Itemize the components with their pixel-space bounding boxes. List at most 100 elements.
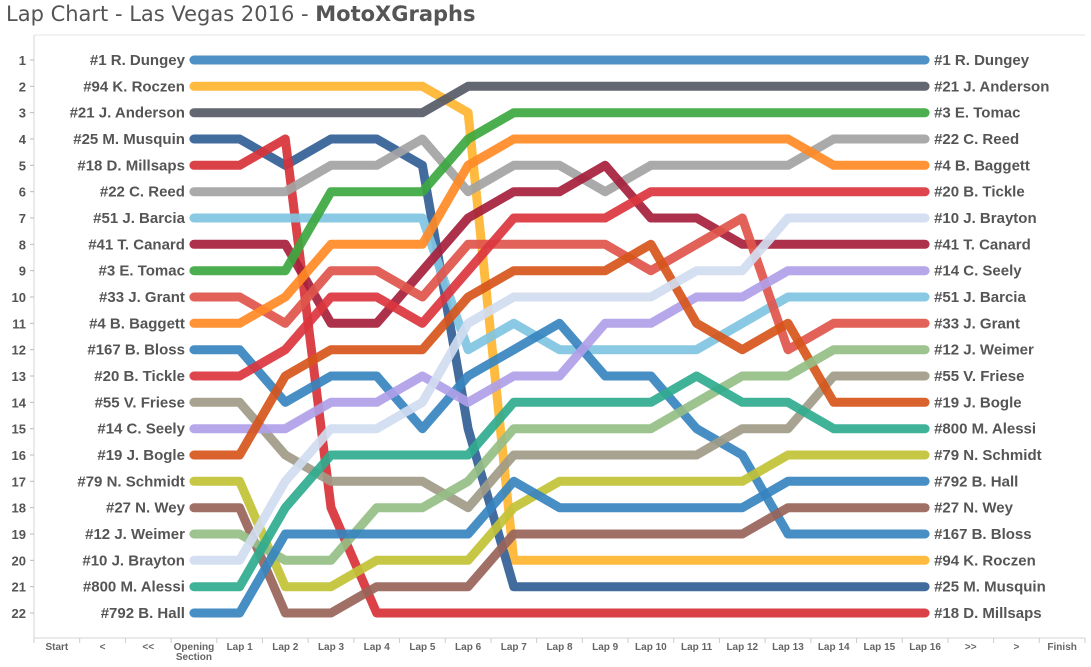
x-tick-label: Lap 1 (227, 642, 254, 653)
y-tick-label: 12 (12, 343, 26, 358)
series-line (189, 345, 930, 565)
finish-label: #3 E. Tomac (934, 105, 1020, 122)
finish-label: #79 N. Schmidt (934, 447, 1042, 464)
x-tick-label: Start (45, 642, 68, 653)
y-tick-label: 20 (12, 553, 26, 568)
series-line (189, 318, 930, 539)
finish-label: #14 C. Seely (934, 263, 1022, 280)
start-label: #1 R. Dungey (90, 52, 186, 69)
finish-label: #792 B. Hall (934, 473, 1018, 490)
series-line (189, 134, 930, 592)
finish-label: #800 M. Alessi (934, 421, 1036, 438)
x-tick-label: Opening (174, 642, 215, 653)
series-line (189, 213, 930, 565)
y-tick-label: 3 (19, 106, 26, 121)
start-label: #51 J. Barcia (93, 210, 185, 227)
finish-label: #25 M. Musquin (934, 579, 1046, 596)
series-line (189, 134, 930, 197)
x-tick-label: Section (176, 652, 212, 663)
series-line (189, 476, 930, 618)
y-tick-label: 13 (12, 369, 26, 384)
series-line (189, 108, 930, 276)
series-line (189, 81, 930, 118)
finish-label: #51 J. Barcia (934, 289, 1026, 306)
start-label: #14 C. Seely (97, 421, 185, 438)
finish-label: #12 J. Weimer (934, 342, 1034, 359)
series-line (189, 81, 930, 565)
x-tick-label: Lap 2 (272, 642, 299, 653)
finish-label: #22 C. Reed (934, 131, 1019, 148)
series-line (189, 160, 930, 328)
start-label: #25 M. Musquin (73, 131, 185, 148)
start-label: #18 D. Millsaps (77, 157, 185, 174)
finish-label: #27 N. Wey (934, 500, 1014, 517)
x-tick-label: Lap 12 (726, 642, 758, 653)
start-label: #4 B. Baggett (89, 315, 185, 332)
y-tick-label: 7 (19, 211, 26, 226)
finish-label: #167 B. Bloss (934, 526, 1032, 543)
y-tick-label: 11 (12, 316, 26, 331)
y-tick-label: 6 (19, 185, 26, 200)
x-tick-label: Finish (1047, 642, 1076, 653)
start-label: #792 B. Hall (101, 605, 185, 622)
start-label: #3 E. Tomac (98, 263, 184, 280)
start-label: #21 J. Anderson (70, 105, 185, 122)
start-label: #94 K. Roczen (83, 78, 185, 95)
x-tick-label: > (1014, 642, 1020, 653)
start-label: #800 M. Alessi (83, 579, 185, 596)
y-tick-label: 8 (19, 237, 26, 252)
finish-label: #33 J. Grant (934, 315, 1020, 332)
finish-label: #20 B. Tickle (934, 184, 1025, 201)
series-line (189, 239, 930, 460)
y-tick-label: 15 (12, 422, 26, 437)
finish-label: #94 K. Roczen (934, 552, 1036, 569)
title-brand: MotoXGraphs (315, 2, 476, 26)
title-main: Lap Chart - Las Vegas 2016 - (6, 2, 316, 26)
x-tick-label: Lap 7 (501, 642, 528, 653)
x-tick-label: Lap 5 (409, 642, 436, 653)
x-tick-label: < (100, 642, 106, 653)
y-tick-label: 1 (19, 53, 26, 68)
x-tick-label: << (142, 642, 154, 653)
start-label: #19 J. Bogle (97, 447, 185, 464)
finish-label: #4 B. Baggett (934, 157, 1030, 174)
start-label: #22 C. Reed (100, 184, 185, 201)
series-line (189, 450, 930, 592)
start-label: #12 J. Weimer (85, 526, 185, 543)
y-tick-label: 17 (12, 474, 26, 489)
y-tick-label: 2 (19, 79, 26, 94)
x-tick-label: >> (965, 642, 977, 653)
x-tick-label: Lap 8 (546, 642, 573, 653)
chart-title: Lap Chart - Las Vegas 2016 - MotoXGraphs (6, 2, 475, 26)
series-line (189, 371, 930, 592)
start-label: #27 N. Wey (106, 500, 186, 517)
x-tick-label: Lap 13 (772, 642, 804, 653)
series-line (189, 266, 930, 434)
finish-label: #10 J. Brayton (934, 210, 1037, 227)
series-line (189, 187, 930, 381)
y-tick-label: 16 (12, 448, 26, 463)
start-label: #167 B. Bloss (87, 342, 185, 359)
start-label: #41 T. Canard (88, 236, 185, 253)
y-tick-label: 9 (19, 264, 26, 279)
series-line (189, 503, 930, 618)
finish-label: #1 R. Dungey (934, 52, 1030, 69)
y-tick-label: 21 (12, 580, 26, 595)
y-tick-label: 14 (12, 395, 27, 410)
finish-label: #41 T. Canard (934, 236, 1031, 253)
y-tick-label: 5 (19, 158, 26, 173)
y-tick-label: 19 (12, 527, 26, 542)
y-tick-label: 22 (12, 606, 26, 621)
x-tick-label: Lap 11 (681, 642, 713, 653)
start-label: #79 N. Schmidt (77, 473, 185, 490)
y-tick-label: 10 (12, 290, 26, 305)
start-label: #10 J. Brayton (82, 552, 185, 569)
x-tick-label: Lap 3 (318, 642, 345, 653)
start-label: #20 B. Tickle (94, 368, 185, 385)
x-tick-label: Lap 4 (364, 642, 391, 653)
x-tick-label: Lap 6 (455, 642, 482, 653)
finish-label: #18 D. Millsaps (934, 605, 1042, 622)
start-label: #55 V. Friese (95, 394, 185, 411)
x-tick-label: Lap 10 (635, 642, 667, 653)
